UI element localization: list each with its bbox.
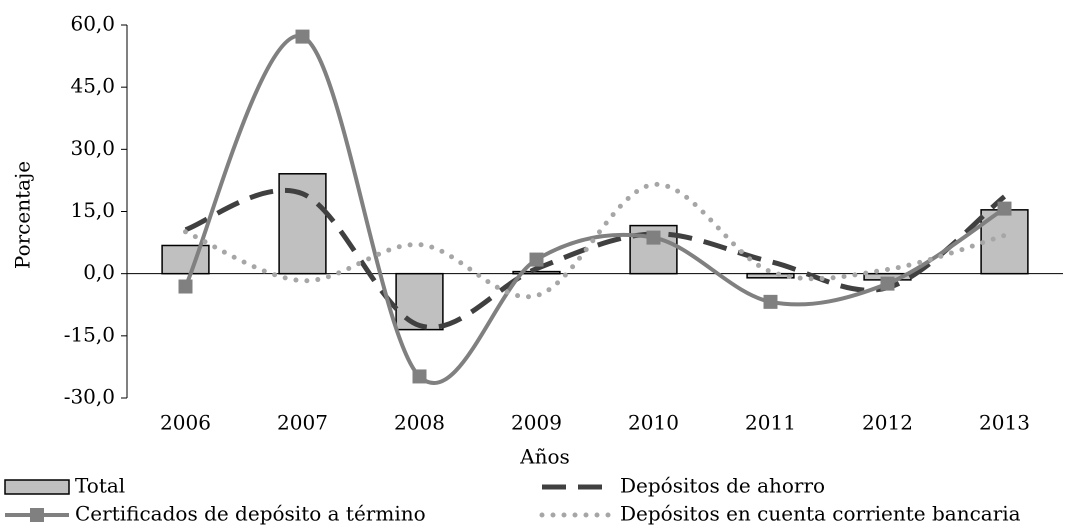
line-dotted	[183, 182, 1007, 300]
y-tick-label: -15,0	[64, 322, 115, 346]
legend-label: Depósitos en cuenta corriente bancaria	[620, 502, 1021, 526]
x-tick-label: 2006	[160, 411, 211, 435]
bar	[512, 270, 561, 275]
legend-label: Depósitos de ahorro	[620, 474, 825, 498]
marker	[763, 294, 778, 309]
legend-label: Total	[75, 474, 125, 498]
x-tick-label: 2012	[862, 411, 913, 435]
marker	[295, 29, 310, 44]
bar	[395, 272, 444, 331]
marker	[997, 201, 1012, 216]
legend-swatch	[4, 479, 70, 495]
x-tick-label: 2008	[394, 411, 445, 435]
x-axis-title: Años	[519, 445, 570, 469]
bar	[161, 244, 210, 275]
marker	[178, 279, 193, 294]
x-tick-label: 2007	[277, 411, 328, 435]
y-tick-label: 15,0	[70, 198, 115, 222]
y-tick-label: 45,0	[70, 74, 115, 98]
legend-marker	[30, 508, 44, 522]
y-tick-label: 0,0	[83, 260, 115, 284]
x-tick-label: 2013	[979, 411, 1030, 435]
y-tick-label: 30,0	[70, 136, 115, 160]
x-tick-label: 2010	[628, 411, 679, 435]
x-tick-label: 2011	[745, 411, 796, 435]
marker	[412, 369, 427, 384]
y-axis-title: Porcentaje	[11, 161, 35, 269]
bar	[746, 272, 795, 279]
y-tick-label: -30,0	[64, 385, 115, 409]
y-tick-label: 60,0	[70, 12, 115, 36]
marker	[880, 276, 895, 291]
marker	[646, 230, 661, 245]
marker	[529, 252, 544, 267]
legend-label: Certificados de depósito a término	[75, 502, 426, 526]
x-tick-label: 2009	[511, 411, 562, 435]
